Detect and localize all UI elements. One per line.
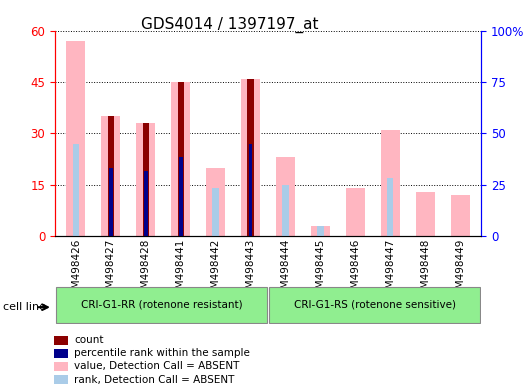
Bar xyxy=(101,116,120,236)
Text: cell line: cell line xyxy=(3,302,46,312)
Bar xyxy=(136,123,155,236)
Bar xyxy=(346,188,365,236)
Text: CRI-G1-RR (rotenone resistant): CRI-G1-RR (rotenone resistant) xyxy=(81,300,242,310)
Bar xyxy=(54,362,69,371)
Bar xyxy=(311,226,330,236)
Text: value, Detection Call = ABSENT: value, Detection Call = ABSENT xyxy=(74,361,240,371)
Bar xyxy=(282,185,289,236)
Bar xyxy=(54,376,69,384)
Bar xyxy=(241,79,260,236)
Bar xyxy=(317,226,324,236)
Bar xyxy=(144,171,147,236)
Bar xyxy=(56,287,267,323)
Bar xyxy=(276,157,295,236)
Text: rank, Detection Call = ABSENT: rank, Detection Call = ABSENT xyxy=(74,375,234,384)
Text: count: count xyxy=(74,335,104,345)
Bar xyxy=(206,168,225,236)
Bar xyxy=(269,287,480,323)
Bar xyxy=(247,144,254,236)
Text: percentile rank within the sample: percentile rank within the sample xyxy=(74,348,250,358)
Bar xyxy=(179,157,183,236)
Bar xyxy=(109,168,112,236)
Bar xyxy=(451,195,470,236)
Bar xyxy=(387,178,393,236)
Bar xyxy=(143,171,149,236)
Bar xyxy=(381,130,400,236)
Text: CRI-G1-RS (rotenone sensitive): CRI-G1-RS (rotenone sensitive) xyxy=(293,300,456,310)
Bar xyxy=(108,116,114,236)
Bar xyxy=(171,82,190,236)
Bar xyxy=(247,79,254,236)
Bar xyxy=(73,144,79,236)
Bar xyxy=(212,188,219,236)
Bar xyxy=(177,82,184,236)
Bar xyxy=(54,336,69,345)
Bar xyxy=(416,192,435,236)
Bar xyxy=(54,349,69,358)
Text: GDS4014 / 1397197_at: GDS4014 / 1397197_at xyxy=(141,17,319,33)
Bar xyxy=(248,144,253,236)
Bar xyxy=(66,41,85,236)
Bar xyxy=(143,123,149,236)
